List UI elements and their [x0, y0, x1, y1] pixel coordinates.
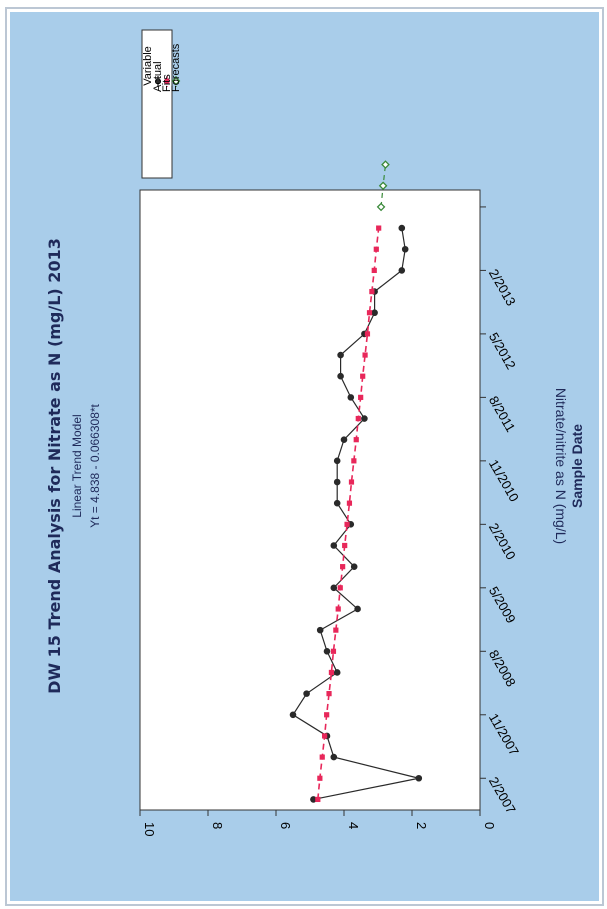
data-point-fits: [344, 521, 350, 527]
data-point-fits: [351, 458, 357, 464]
legend-title: Variable: [142, 46, 154, 86]
plot-area: [139, 189, 481, 811]
data-point-fits: [362, 352, 368, 358]
data-point-actual: [340, 436, 348, 443]
data-point-fits: [369, 288, 375, 295]
y-tick-label: 0: [482, 822, 497, 829]
data-point-actual: [333, 457, 341, 465]
data-point-actual: [398, 224, 406, 232]
data-point-fits: [322, 733, 328, 739]
data-point-fits: [353, 437, 359, 443]
y-axis-label: Nitrate/nitrite as N (mg/L): [553, 388, 569, 544]
legend-box: [141, 29, 173, 179]
data-point-actual: [350, 563, 358, 570]
data-point-fits: [315, 796, 321, 803]
data-layer: [289, 160, 423, 803]
y-tick-label: 10: [142, 822, 157, 836]
data-point-actual: [333, 499, 341, 507]
data-point-actual: [361, 415, 368, 422]
legend: Variable Actual Fits Forecasts: [141, 29, 182, 179]
data-point-fits: [342, 542, 348, 549]
data-point-actual: [303, 690, 310, 697]
data-point-actual: [371, 309, 378, 317]
data-point-fits: [330, 648, 337, 654]
data-point-actual: [333, 478, 341, 486]
y-tick-label-group: 6: [278, 822, 293, 829]
y-tick-label-group: 0: [482, 822, 497, 829]
y-tick-label: 2: [414, 822, 429, 829]
y-tick-label-group: 8: [210, 822, 225, 829]
data-point-fits: [355, 415, 361, 422]
data-point-forecasts: [378, 181, 388, 191]
y-tick-label: 8: [210, 822, 225, 829]
data-point-fits: [335, 606, 341, 612]
data-point-actual: [354, 605, 361, 613]
data-point-forecasts: [376, 202, 386, 212]
data-point-actual: [330, 542, 338, 549]
data-point-actual: [289, 711, 297, 719]
data-point-forecasts: [381, 160, 390, 169]
data-point-actual: [347, 394, 355, 401]
data-point-fits: [324, 712, 330, 718]
data-point-actual: [398, 267, 406, 274]
trend-equation: Yt = 4.838 - 0.066308*t: [88, 403, 102, 527]
data-point-fits: [333, 627, 339, 633]
series-line-fits: [317, 227, 380, 800]
data-point-fits: [326, 691, 332, 697]
y-tick-label: 4: [346, 822, 361, 829]
data-point-actual: [415, 774, 423, 782]
data-point-actual: [330, 753, 338, 761]
series-line-actual: [292, 227, 419, 801]
data-point-actual: [330, 584, 338, 592]
data-point-fits: [340, 564, 346, 570]
data-point-fits: [319, 754, 325, 760]
data-point-fits: [317, 775, 323, 781]
legend-entry-forecasts: Forecasts: [170, 43, 182, 92]
data-point-actual: [333, 669, 341, 676]
data-point-fits: [337, 585, 343, 591]
data-point-actual: [337, 372, 344, 380]
data-point-fits: [373, 246, 379, 252]
legend-symbols: [155, 76, 181, 87]
data-point-fits: [346, 500, 353, 506]
data-point-actual: [323, 647, 331, 655]
legend-entry-fits: Fits: [161, 74, 173, 92]
y-tick-label-group: 4: [346, 822, 361, 829]
chart-subtitle: Linear Trend Model: [70, 414, 84, 517]
y-tick-label-group: 10: [142, 822, 157, 836]
legend-marker-fits: [164, 78, 170, 84]
legend-marker-actual: [155, 78, 161, 84]
chart-title: DW 15 Trend Analysis for Nitrate as N (m…: [45, 238, 64, 694]
data-point-fits: [348, 479, 355, 485]
data-point-fits: [371, 267, 377, 274]
outer-border: [5, 7, 604, 906]
data-point-fits: [376, 225, 382, 231]
data-point-actual: [401, 245, 409, 253]
data-point-fits: [358, 394, 364, 400]
data-point-fits: [366, 310, 373, 316]
data-point-fits: [328, 669, 335, 676]
y-tick-label: 6: [278, 822, 293, 829]
data-point-fits: [364, 331, 371, 337]
legend-marker-forecasts: [171, 76, 181, 86]
x-axis-label: Sample Date: [569, 424, 585, 508]
data-point-actual: [316, 626, 324, 634]
data-point-fits: [360, 373, 366, 379]
legend-entry-actual: Actual: [152, 61, 164, 92]
data-point-actual: [337, 351, 344, 359]
y-tick-label-group: 2: [414, 822, 429, 829]
